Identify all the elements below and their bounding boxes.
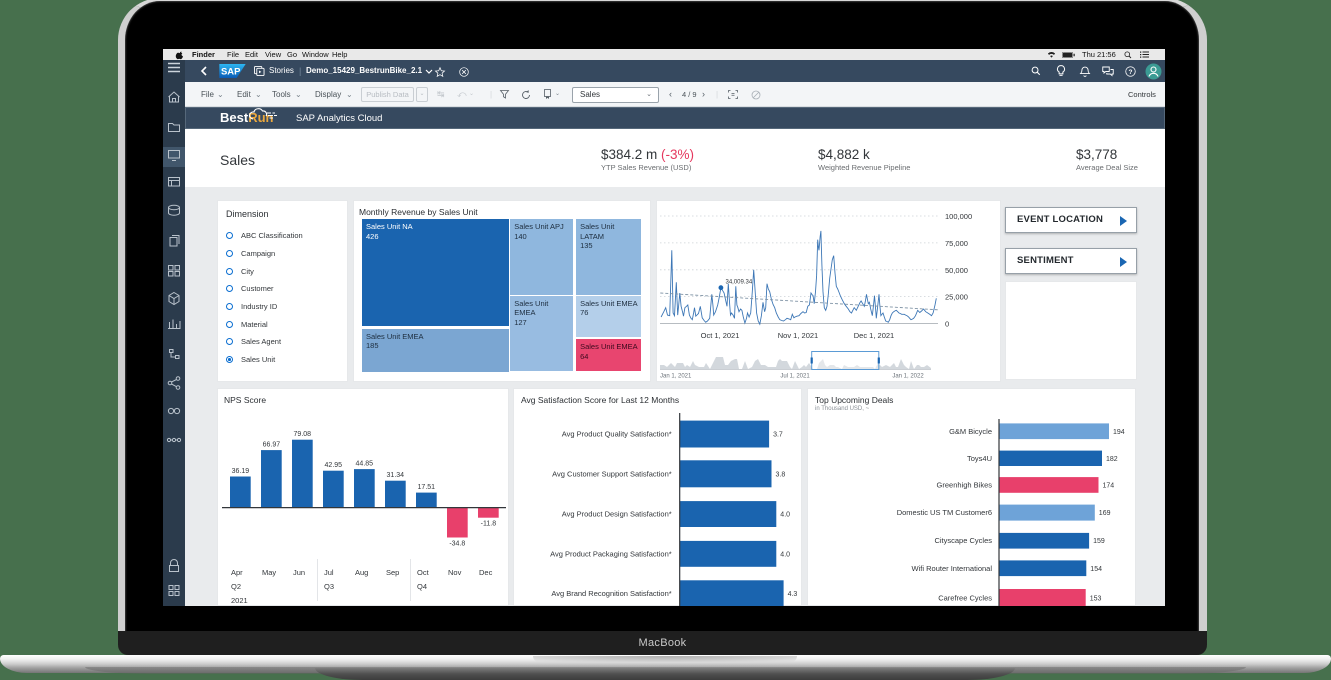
svg-text:Jan 1, 2022: Jan 1, 2022 bbox=[892, 374, 924, 380]
svg-text:Avg Product Design Satisfactio: Avg Product Design Satisfaction* bbox=[562, 510, 672, 519]
svg-text:Toys4U: Toys4U bbox=[967, 454, 992, 463]
svg-text:100,000: 100,000 bbox=[945, 212, 972, 221]
svg-text:79.08: 79.08 bbox=[294, 431, 312, 438]
svg-text:182: 182 bbox=[1106, 456, 1118, 463]
svg-text:50,000: 50,000 bbox=[945, 266, 968, 275]
svg-text:Domestic US TM Customer6: Domestic US TM Customer6 bbox=[897, 508, 992, 517]
svg-text:Q4: Q4 bbox=[417, 582, 427, 591]
svg-text:34,009.34: 34,009.34 bbox=[726, 280, 753, 286]
svg-text:-11.8: -11.8 bbox=[481, 521, 497, 528]
svg-text:3.7: 3.7 bbox=[773, 432, 783, 439]
svg-text:4.3: 4.3 bbox=[788, 591, 798, 598]
svg-text:G&M Bicycle: G&M Bicycle bbox=[949, 427, 992, 436]
svg-text:154: 154 bbox=[1090, 566, 1102, 573]
svg-text:42.95: 42.95 bbox=[325, 462, 343, 469]
svg-text:44.85: 44.85 bbox=[356, 461, 374, 468]
svg-text:17.51: 17.51 bbox=[418, 484, 436, 491]
svg-text:66.97: 66.97 bbox=[263, 442, 281, 449]
svg-text:Jul 1, 2021: Jul 1, 2021 bbox=[780, 374, 810, 380]
svg-text:SAP: SAP bbox=[221, 66, 240, 77]
svg-text:Apr: Apr bbox=[231, 568, 243, 577]
svg-text:Avg Product Packaging Satisfac: Avg Product Packaging Satisfaction* bbox=[550, 549, 672, 558]
svg-text:0: 0 bbox=[945, 319, 949, 328]
svg-text:4.0: 4.0 bbox=[780, 512, 790, 519]
svg-text:Oct 1, 2021: Oct 1, 2021 bbox=[701, 331, 740, 340]
svg-text:Q3: Q3 bbox=[324, 582, 334, 591]
svg-text:Q2: Q2 bbox=[231, 582, 241, 591]
svg-text:?: ? bbox=[1129, 69, 1133, 76]
svg-text:25,000: 25,000 bbox=[945, 293, 968, 302]
svg-text:Nov: Nov bbox=[448, 568, 462, 577]
svg-text:Greenhigh Bikes: Greenhigh Bikes bbox=[937, 480, 993, 489]
svg-text:Aug: Aug bbox=[355, 568, 368, 577]
svg-text:Cityscape Cycles: Cityscape Cycles bbox=[934, 536, 992, 545]
svg-text:Dec 1, 2021: Dec 1, 2021 bbox=[854, 331, 894, 340]
svg-text:-34.8: -34.8 bbox=[449, 541, 465, 548]
svg-text:153: 153 bbox=[1090, 596, 1102, 603]
svg-text:Avg Customer Support Satisfact: Avg Customer Support Satisfaction* bbox=[552, 469, 672, 478]
svg-text:169: 169 bbox=[1099, 510, 1111, 517]
svg-text:159: 159 bbox=[1093, 538, 1105, 545]
svg-text:31.34: 31.34 bbox=[387, 472, 405, 479]
svg-text:2021: 2021 bbox=[231, 596, 248, 605]
svg-text:36.19: 36.19 bbox=[232, 468, 250, 475]
svg-text:Avg Product Quality Satisfacti: Avg Product Quality Satisfaction* bbox=[562, 430, 672, 439]
svg-text:Carefree Cycles: Carefree Cycles bbox=[938, 594, 992, 603]
svg-text:194: 194 bbox=[1113, 429, 1125, 436]
svg-text:Sep: Sep bbox=[386, 568, 399, 577]
svg-text:4.0: 4.0 bbox=[780, 551, 790, 558]
svg-text:75,000: 75,000 bbox=[945, 239, 968, 248]
svg-text:174: 174 bbox=[1103, 482, 1115, 489]
svg-text:May: May bbox=[262, 568, 276, 577]
svg-text:Dec: Dec bbox=[479, 568, 493, 577]
svg-text:Nov 1, 2021: Nov 1, 2021 bbox=[778, 331, 818, 340]
svg-text:Jul: Jul bbox=[324, 568, 334, 577]
svg-text:Jan 1, 2021: Jan 1, 2021 bbox=[660, 374, 692, 380]
svg-text:Oct: Oct bbox=[417, 568, 430, 577]
svg-text:Wifi Router International: Wifi Router International bbox=[912, 564, 993, 573]
svg-text:Jun: Jun bbox=[293, 568, 305, 577]
svg-text:3.8: 3.8 bbox=[776, 471, 786, 478]
svg-text:Avg Brand Recognition Satisfac: Avg Brand Recognition Satisfaction* bbox=[551, 589, 671, 598]
